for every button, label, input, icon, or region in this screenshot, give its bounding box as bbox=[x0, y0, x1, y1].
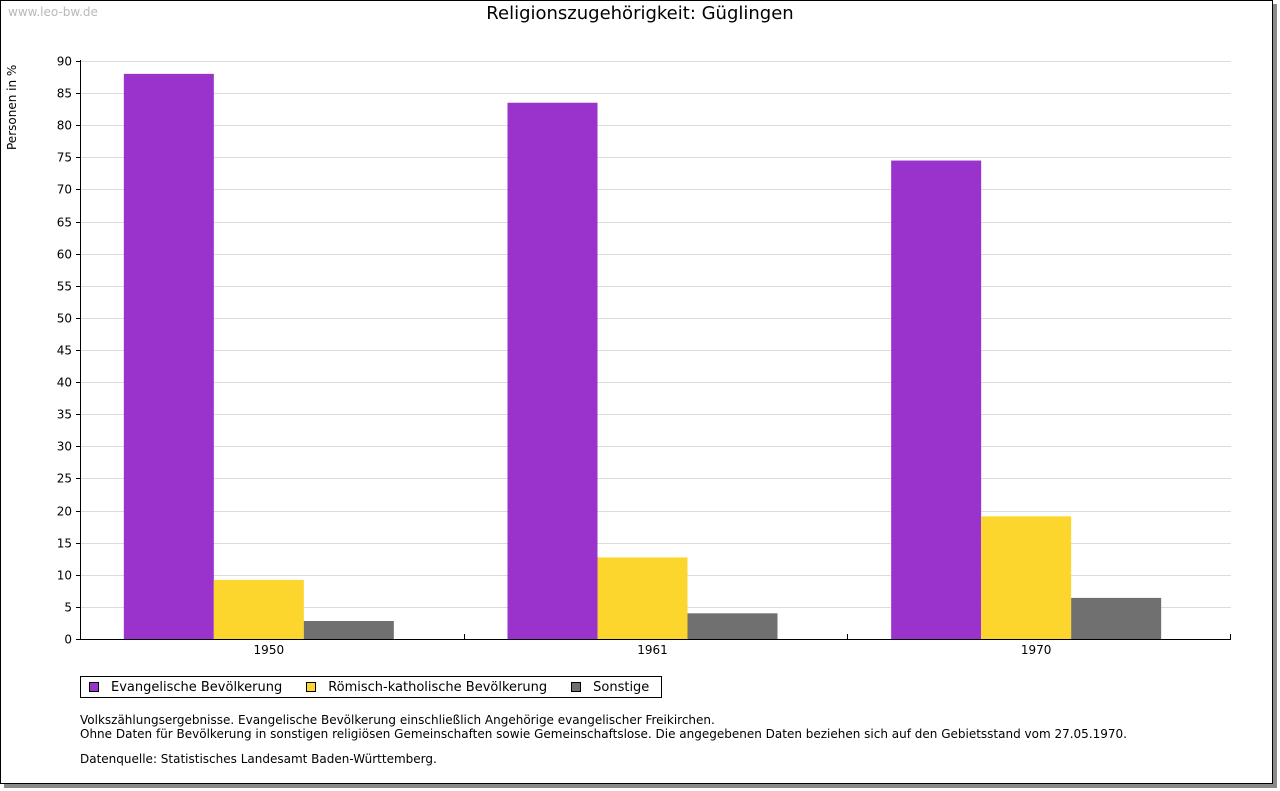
y-tick-label: 5 bbox=[64, 601, 72, 615]
legend-swatch-evangelisch bbox=[89, 682, 99, 692]
bar-1950-2 bbox=[303, 621, 394, 639]
legend-label-katholisch: Römisch-katholische Bevölkerung bbox=[328, 679, 548, 695]
y-tick-label: 75 bbox=[57, 151, 72, 165]
y-tick-label: 55 bbox=[57, 280, 72, 294]
y-tick-label: 0 bbox=[64, 633, 72, 647]
bar-1970-0 bbox=[891, 160, 982, 640]
legend-label-evangelisch: Evangelische Bevölkerung bbox=[111, 679, 283, 695]
chart-notes: Volkszählungsergebnisse. Evangelische Be… bbox=[80, 713, 1127, 741]
bar-1961-2 bbox=[687, 613, 778, 639]
y-tick-label: 80 bbox=[57, 119, 72, 133]
bars bbox=[123, 73, 1162, 640]
legend-item-sonstige: Sonstige bbox=[571, 680, 649, 695]
legend: Evangelische Bevölkerung Römisch-katholi… bbox=[80, 676, 663, 698]
bar-1961-0 bbox=[507, 102, 598, 639]
y-tick-label: 40 bbox=[57, 376, 72, 390]
x-tick-label: 1961 bbox=[637, 643, 668, 657]
y-tick-label: 85 bbox=[57, 87, 72, 101]
note-line-1: Volkszählungsergebnisse. Evangelische Be… bbox=[80, 713, 715, 727]
legend-swatch-sonstige bbox=[571, 682, 582, 692]
x-tick-label: 1950 bbox=[254, 643, 285, 657]
bar-1970-2 bbox=[1071, 597, 1162, 639]
gridlines bbox=[80, 61, 1231, 608]
bar-1961-1 bbox=[597, 557, 688, 639]
y-tick-label: 20 bbox=[57, 505, 72, 519]
axes: 0 5 10 15 20 25 30 35 40 45 50 55 60 65 70 75 80 85 90 1950… bbox=[57, 55, 1231, 657]
y-tick-label: 60 bbox=[57, 248, 72, 262]
x-tick-label: 1970 bbox=[1021, 643, 1052, 657]
y-tick-label: 70 bbox=[57, 183, 72, 197]
legend-item-katholisch: Römisch-katholische Bevölkerung bbox=[306, 680, 547, 695]
y-tick-label: 10 bbox=[57, 569, 72, 583]
y-tick-label: 50 bbox=[57, 312, 72, 326]
bar-chart: 0 5 10 15 20 25 30 35 40 45 50 55 60 65 70 75 80 85 90 1950… bbox=[57, 55, 1231, 657]
y-tick-label: 90 bbox=[57, 55, 72, 69]
note-line-2: Ohne Daten für Bevölkerung in sonstigen … bbox=[80, 727, 1127, 741]
legend-item-evangelisch: Evangelische Bevölkerung bbox=[89, 680, 282, 695]
bar-1950-0 bbox=[123, 73, 214, 640]
bar-1970-1 bbox=[981, 516, 1072, 639]
watermark: www.leo-bw.de bbox=[8, 5, 98, 19]
y-tick-label: 25 bbox=[57, 472, 72, 486]
data-source: Datenquelle: Statistisches Landesamt Bad… bbox=[80, 752, 437, 766]
y-tick-label: 30 bbox=[57, 440, 72, 454]
y-tick-label: 45 bbox=[57, 344, 72, 358]
legend-swatch-katholisch bbox=[306, 682, 317, 692]
y-tick-label: 65 bbox=[57, 216, 72, 230]
bar-1950-1 bbox=[213, 579, 304, 639]
y-tick-label: 35 bbox=[57, 408, 72, 422]
chart-title: Religionszugehörigkeit: Güglingen bbox=[486, 3, 794, 24]
y-tick-label: 15 bbox=[57, 537, 72, 551]
legend-label-sonstige: Sonstige bbox=[593, 679, 650, 695]
